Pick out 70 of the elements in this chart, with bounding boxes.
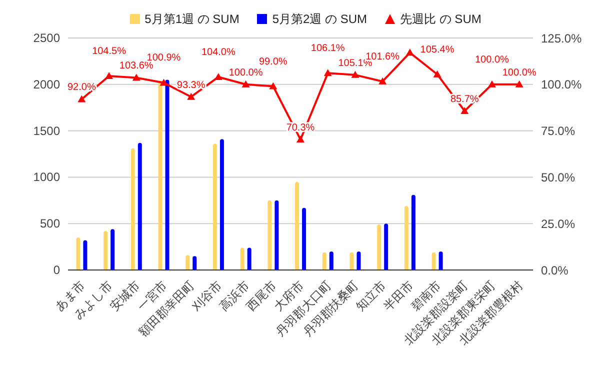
bar — [302, 208, 306, 270]
bar — [83, 240, 88, 270]
bar — [438, 251, 443, 270]
data-label: 100.0% — [502, 67, 536, 78]
bar — [247, 248, 252, 270]
data-label: 92.0% — [67, 82, 96, 94]
y2-tick-label: 125.0% — [541, 31, 582, 46]
y-tick-label: 0 — [53, 263, 60, 277]
bar — [138, 142, 142, 270]
bar — [404, 206, 408, 270]
bar — [356, 251, 361, 270]
data-label: 93.3% — [176, 80, 206, 91]
point — [160, 78, 168, 86]
bar — [220, 139, 224, 270]
bar — [240, 248, 244, 270]
data-label: 100.0% — [228, 67, 263, 78]
bar — [104, 231, 108, 270]
data-label: 99.0% — [258, 56, 288, 68]
data-label: 104.5% — [92, 46, 126, 58]
data-label: 105.4% — [420, 44, 454, 56]
point — [269, 82, 278, 90]
legend-label: 5月第2週 の SUM — [272, 10, 368, 28]
point — [433, 70, 442, 78]
point — [488, 80, 496, 88]
point — [132, 74, 140, 81]
point — [187, 92, 196, 100]
bar — [377, 224, 382, 270]
y-tick-label: 1000 — [33, 170, 60, 184]
legend-label: 先週比 の SUM — [400, 10, 482, 28]
bar — [76, 238, 80, 270]
bar — [192, 256, 197, 270]
bar — [212, 144, 217, 270]
point — [406, 48, 414, 56]
bar — [274, 200, 279, 270]
y-tick-label: 1500 — [33, 124, 60, 138]
legend-label: 5月第1週 の SUM — [144, 10, 240, 28]
data-label: 103.6% — [119, 60, 154, 72]
point — [351, 70, 360, 78]
y2-tick-label: 25.0% — [541, 216, 576, 231]
point — [296, 136, 304, 143]
y-tick-label: 2000 — [33, 77, 60, 92]
bar — [384, 224, 388, 270]
y-tick-label: 2500 — [33, 31, 60, 45]
bar — [130, 148, 135, 270]
y2-tick-label: 50.0% — [541, 170, 576, 184]
data-label: 100.0% — [475, 54, 510, 66]
point — [515, 80, 524, 88]
y2-tick-label: 75.0% — [541, 124, 576, 138]
y-tick-label: 500 — [40, 216, 60, 231]
bar — [411, 194, 416, 270]
bar — [322, 252, 326, 270]
bar — [329, 251, 334, 270]
point — [378, 77, 387, 84]
bar — [432, 252, 436, 270]
data-label: 104.0% — [201, 46, 236, 58]
bar — [295, 182, 300, 270]
y2-tick-label: 0.0% — [541, 263, 569, 278]
bar — [186, 255, 190, 270]
point — [105, 72, 114, 80]
bar — [158, 80, 162, 270]
bar — [165, 80, 170, 270]
bar — [110, 229, 115, 270]
point — [78, 95, 86, 102]
point — [242, 80, 250, 88]
bar — [350, 252, 354, 270]
point — [460, 106, 469, 114]
data-label: 106.1% — [310, 43, 345, 54]
point — [324, 69, 332, 76]
y2-tick-label: 100.0% — [541, 78, 582, 92]
bar — [268, 200, 272, 270]
